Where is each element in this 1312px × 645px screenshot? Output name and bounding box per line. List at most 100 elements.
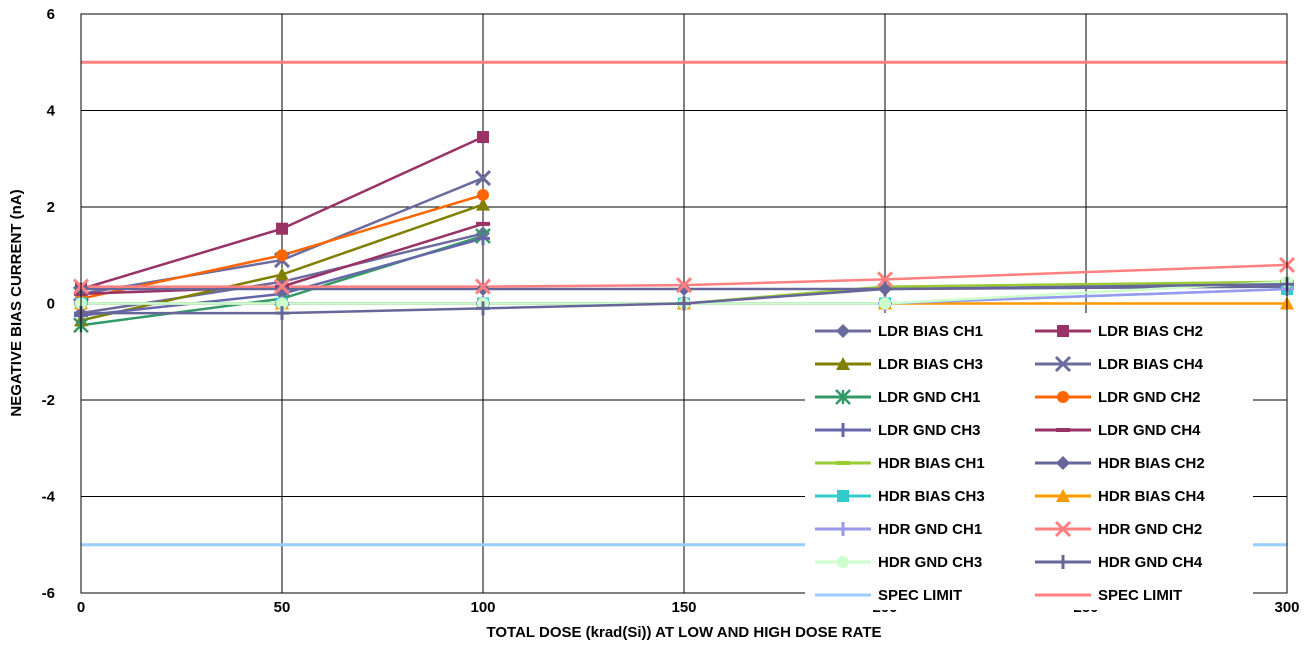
- legend-swatch: [815, 423, 871, 437]
- series-line-14: [81, 280, 1288, 305]
- data-point-marker: [474, 278, 492, 295]
- data-point-marker: [476, 301, 490, 316]
- series-line-15: [81, 282, 1288, 315]
- data-point-marker: [477, 188, 489, 201]
- data-point-marker: [836, 324, 850, 338]
- data-point-marker: [476, 231, 490, 246]
- data-point-marker: [1057, 325, 1069, 337]
- data-point-marker: [836, 357, 850, 370]
- legend-swatch: [1035, 456, 1091, 470]
- legend-swatch: [815, 522, 871, 536]
- x-tick-label: 100: [470, 599, 495, 616]
- data-point-marker: [276, 222, 288, 235]
- data-point-marker: [1056, 555, 1070, 569]
- legend-swatch: [815, 556, 871, 568]
- legend-label: HDR BIAS CH1: [878, 455, 985, 472]
- data-point-marker: [836, 461, 850, 465]
- data-point-marker: [275, 267, 289, 281]
- data-point-marker: [275, 282, 289, 297]
- y-tick-label: 6: [47, 6, 55, 23]
- legend-label: LDR BIAS CH3: [878, 356, 984, 373]
- legend-label: HDR BIAS CH4: [1098, 488, 1205, 505]
- legend-swatch: [1035, 593, 1091, 597]
- plot-area-border: [80, 13, 1288, 594]
- legend-item: HDR GND CH4: [1025, 550, 1245, 574]
- legend-swatch: [1035, 391, 1091, 403]
- legend-swatch: [1035, 520, 1091, 538]
- legend-item: LDR BIAS CH3: [805, 352, 1025, 376]
- legend-item: HDR BIAS CH3: [805, 484, 1025, 508]
- y-tick-label: -6: [42, 585, 55, 602]
- legend-label: SPEC LIMIT: [1098, 587, 1183, 604]
- legend-label: HDR BIAS CH3: [878, 488, 985, 505]
- legend-label: HDR GND CH4: [1098, 554, 1203, 571]
- x-tick-label: 50: [274, 599, 291, 616]
- data-point-marker: [835, 389, 851, 405]
- legend-item: LDR BIAS CH2: [1025, 319, 1245, 343]
- data-point-marker: [476, 282, 490, 297]
- data-point-marker: [677, 296, 691, 311]
- data-point-marker: [1054, 355, 1072, 373]
- legend-item: HDR GND CH3: [805, 550, 1025, 574]
- data-point-marker: [474, 169, 492, 187]
- legend-swatch: [815, 324, 871, 338]
- y-tick-label: 2: [47, 199, 55, 216]
- legend-label: LDR GND CH1: [878, 389, 981, 406]
- data-point-marker: [476, 197, 490, 211]
- legend-item: SPEC LIMIT: [805, 583, 1025, 607]
- legend-swatch: [815, 389, 871, 405]
- legend-label: LDR GND CH4: [1098, 422, 1201, 439]
- data-point-marker: [879, 297, 891, 310]
- legend-label: LDR BIAS CH1: [878, 323, 984, 340]
- legend-label: HDR GND CH2: [1098, 521, 1203, 538]
- legend-item: HDR BIAS CH2: [1025, 451, 1245, 475]
- x-axis-label: TOTAL DOSE (krad(Si)) AT LOW AND HIGH DO…: [486, 624, 881, 641]
- legend-swatch: [815, 357, 871, 370]
- data-point-marker: [677, 282, 691, 297]
- data-point-marker: [836, 522, 850, 536]
- legend-label: LDR GND CH3: [878, 422, 981, 439]
- legend-item: LDR GND CH1: [805, 385, 1025, 409]
- series-line-13: [81, 263, 1288, 288]
- data-point-marker: [1056, 489, 1070, 502]
- legend-label: SPEC LIMIT: [878, 587, 963, 604]
- legend-swatch: [1035, 489, 1091, 502]
- y-axis-label: NEGATIVE BIAS CURRENT (nA): [8, 189, 25, 416]
- legend-label: LDR BIAS CH2: [1098, 323, 1204, 340]
- data-point-marker: [276, 297, 288, 310]
- legend-swatch: [1035, 428, 1091, 432]
- legend-item: LDR BIAS CH1: [805, 319, 1025, 343]
- legend-swatch: [815, 461, 871, 465]
- data-point-marker: [1056, 428, 1070, 432]
- data-point-marker: [837, 490, 849, 502]
- data-point-marker: [837, 556, 849, 568]
- y-tick-label: 0: [47, 296, 55, 313]
- data-point-marker: [477, 131, 489, 144]
- data-point-marker: [836, 423, 850, 437]
- legend-label: LDR BIAS CH4: [1098, 356, 1204, 373]
- legend-item: HDR GND CH1: [805, 517, 1025, 541]
- legend-item: HDR BIAS CH4: [1025, 484, 1245, 508]
- legend-label: HDR GND CH3: [878, 554, 983, 571]
- data-point-marker: [273, 278, 291, 295]
- y-tick-label: -4: [42, 489, 56, 506]
- data-point-marker: [1054, 520, 1072, 538]
- x-tick-label: 0: [77, 599, 85, 616]
- data-point-marker: [876, 271, 894, 288]
- legend-swatch: [1035, 555, 1091, 569]
- legend-label: HDR BIAS CH2: [1098, 455, 1205, 472]
- data-point-marker: [1056, 456, 1070, 470]
- legend-swatch: [815, 490, 871, 502]
- legend-item: HDR GND CH2: [1025, 517, 1245, 541]
- legend-swatch: [1035, 325, 1091, 337]
- data-point-marker: [878, 282, 892, 297]
- legend-item: HDR BIAS CH1: [805, 451, 1025, 475]
- legend-item: LDR GND CH4: [1025, 418, 1245, 442]
- series-markers-15: [74, 277, 1294, 321]
- legend-label: HDR GND CH1: [878, 521, 983, 538]
- data-point-marker: [1057, 391, 1069, 403]
- data-point-marker: [276, 249, 288, 262]
- legend-item: LDR GND CH3: [805, 418, 1025, 442]
- x-tick-label: 150: [671, 599, 696, 616]
- data-point-marker: [675, 277, 693, 294]
